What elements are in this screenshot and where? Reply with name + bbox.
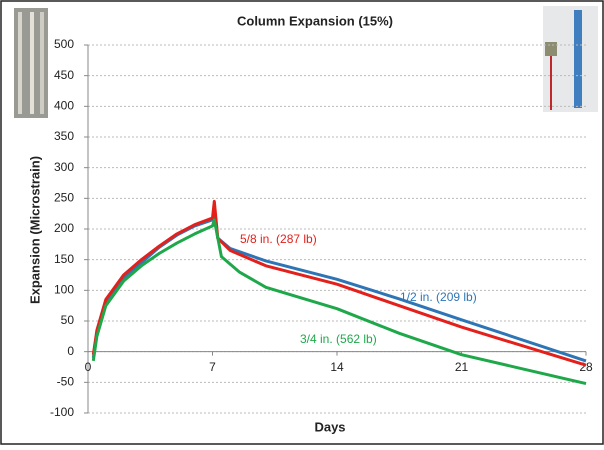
y-tick-label: 200	[54, 221, 74, 235]
y-tick-label: 400	[54, 99, 74, 113]
y-tick-label: 150	[54, 252, 74, 266]
y-tick-label: 100	[54, 283, 74, 297]
x-tick-label: 14	[330, 360, 344, 374]
photo-left	[14, 8, 48, 118]
x-axis-label: Days	[314, 419, 345, 434]
series-label: 1/2 in. (209 lb)	[400, 290, 477, 304]
series-line	[91, 218, 587, 386]
photo-right	[543, 6, 598, 112]
x-tick-label: 28	[579, 360, 593, 374]
series-line	[91, 214, 587, 363]
y-tick-label: 50	[61, 313, 75, 327]
y-axis-label: Expansion (Microstrain)	[27, 156, 42, 304]
y-tick-label: 250	[54, 191, 74, 205]
x-tick-label: 0	[85, 360, 92, 374]
y-tick-label: 350	[54, 129, 74, 143]
x-tick-label: 21	[455, 360, 469, 374]
y-tick-label: 0	[67, 344, 74, 358]
series-label: 5/8 in. (287 lb)	[240, 232, 317, 246]
y-tick-label: 500	[54, 37, 74, 51]
series-line	[91, 199, 587, 367]
y-tick-label: 300	[54, 160, 74, 174]
x-tick-label: 7	[209, 360, 216, 374]
y-tick-label: -50	[57, 375, 75, 389]
chart-title: Column Expansion (15%)	[237, 13, 393, 28]
y-tick-label: 450	[54, 68, 74, 82]
series-label: 3/4 in. (562 lb)	[300, 332, 377, 346]
y-tick-label: -100	[50, 405, 74, 419]
